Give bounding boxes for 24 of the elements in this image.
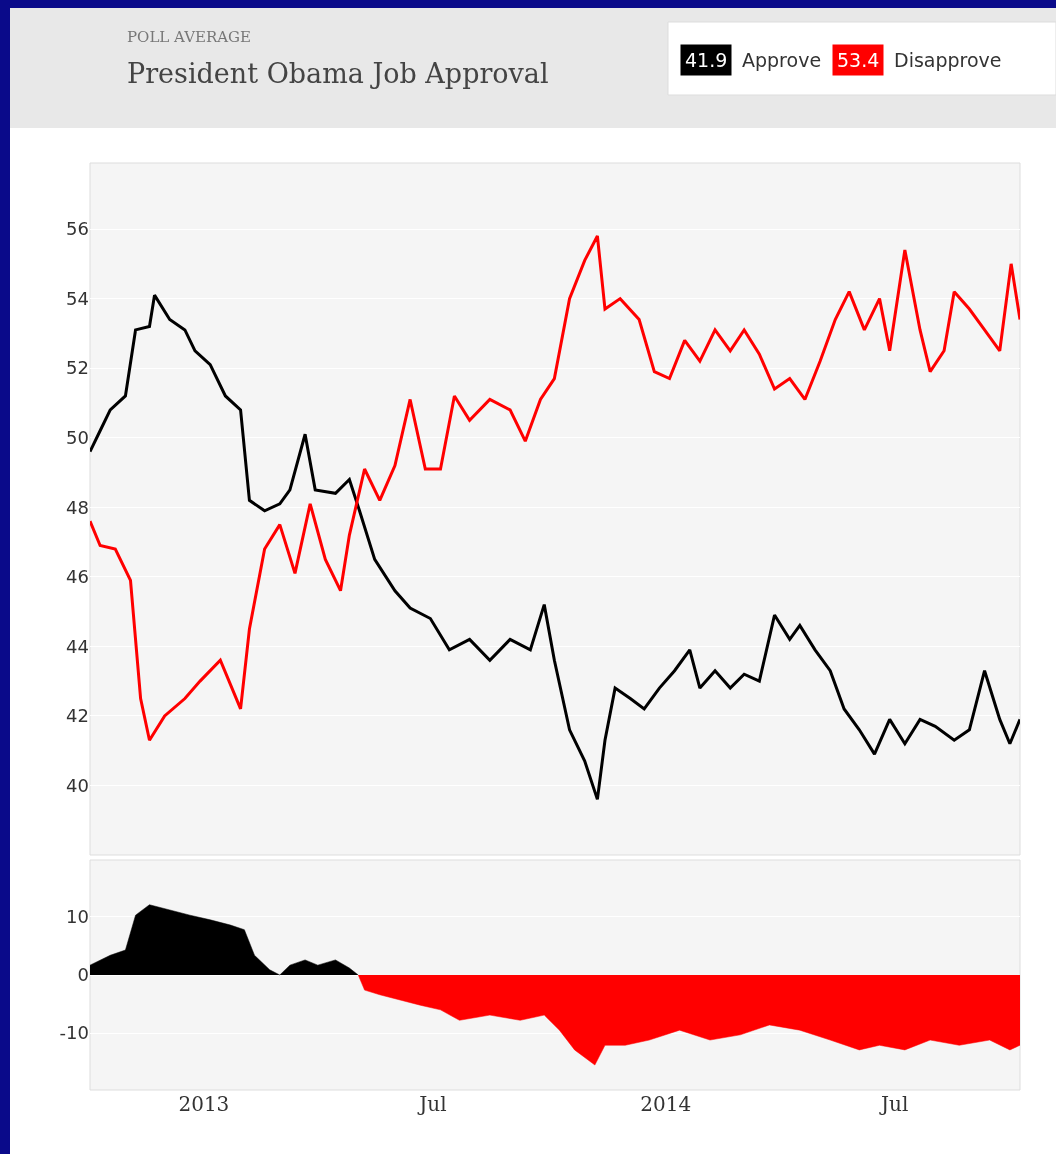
y-tick-label: 44 [66, 635, 89, 657]
line-series [90, 234, 1020, 742]
text: 53.4 [837, 49, 880, 71]
x-tick-label: Jul [879, 1092, 909, 1116]
y-tick-label: 10 [66, 906, 89, 928]
y-tick-label: 46 [66, 566, 89, 588]
y-tick-label: 56 [66, 218, 89, 240]
y-tick-label: 54 [66, 287, 89, 309]
y-tick-label: 0 [77, 964, 89, 986]
chart-subtitle: POLL AVERAGE [127, 28, 252, 46]
legend-label: Disapprove [894, 49, 1002, 71]
y-tick-label: 40 [66, 774, 89, 796]
y-tick-label: -10 [59, 1022, 89, 1044]
x-tick-label: 2013 [178, 1092, 230, 1116]
y-tick-label: 50 [66, 427, 89, 449]
chart-title: President Obama Job Approval [127, 58, 549, 89]
y-tick-label: 52 [66, 357, 89, 379]
legend-label: Approve [742, 49, 822, 71]
y-tick-label: 48 [66, 496, 89, 518]
line-series [90, 293, 1020, 801]
text: 41.9 [685, 49, 728, 71]
y-tick-label: 42 [66, 705, 89, 727]
x-tick-label: 2014 [640, 1092, 692, 1116]
x-tick-label: Jul [417, 1092, 447, 1116]
